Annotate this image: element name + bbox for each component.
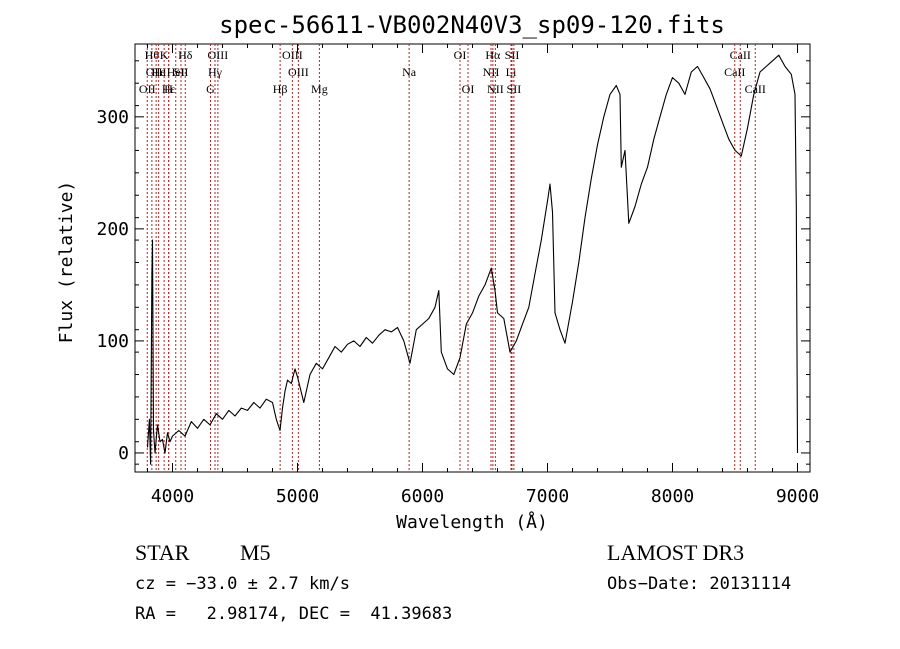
line-label-10: G	[206, 82, 215, 96]
object-class: STAR	[135, 540, 190, 565]
coordinates: RA = 2.98174, DEC = 41.39683	[135, 604, 452, 624]
line-label-27: CaII	[730, 48, 751, 62]
line-label-3: He	[152, 65, 166, 79]
line-label-2: OIII	[146, 65, 167, 79]
line-label-14: OIII	[282, 48, 303, 62]
x-tick-label-3: 7000	[526, 486, 569, 507]
line-label-0: OII	[139, 82, 156, 96]
line-label-26: CaII	[724, 65, 745, 79]
plot-frame	[134, 43, 811, 473]
chart-title: spec-56611-VB002N40V3_sp09-120.fits	[219, 11, 725, 39]
flux-series	[146, 54, 799, 465]
line-label-11: Hγ	[208, 65, 223, 79]
line-label-23: Li	[506, 65, 517, 79]
survey-name: LAMOST DR3	[607, 540, 744, 565]
y-axis-label: Flux (relative)	[56, 181, 77, 344]
line-label-1: Hθ	[145, 48, 160, 62]
x-axis: 4000 5000 6000 7000 8000 9000	[147, 44, 819, 507]
line-label-19: OI	[462, 82, 475, 96]
redshift-cz: cz = −33.0 ± 2.7 km/s	[135, 574, 350, 594]
line-label-12: OIII	[208, 48, 229, 62]
line-label-20: NII	[483, 65, 500, 79]
observation-date: Obs−Date: 20131114	[607, 574, 791, 594]
line-label-22: NII	[487, 82, 504, 96]
line-label-16: Mg	[311, 82, 328, 96]
line-label-13: Hβ	[273, 82, 288, 96]
line-label-18: OI	[454, 48, 467, 62]
y-axis: 0 100 200 300	[96, 60, 810, 465]
line-label-21: Hα	[485, 48, 501, 62]
y-tick-label-2: 200	[96, 219, 129, 240]
line-label-6: H	[164, 82, 173, 96]
x-axis-label: Wavelength (Å)	[396, 511, 548, 533]
line-label-7: HeI	[167, 65, 185, 79]
line-label-17: Na	[402, 65, 417, 79]
line-label-15: OIII	[288, 65, 309, 79]
x-tick-label-0: 4000	[151, 486, 194, 507]
series-line-0	[146, 54, 799, 465]
line-label-8: SII	[174, 65, 189, 79]
x-tick-label-4: 8000	[651, 486, 694, 507]
line-label-25: SII	[507, 82, 522, 96]
line-label-4: K	[160, 48, 169, 62]
y-tick-label-0: 0	[118, 443, 129, 464]
line-label-24: SII	[505, 48, 520, 62]
plot-area: OIIHθOIIIHeKHεHHeISIIHδGHγOIIIHβOIIIOIII…	[96, 43, 819, 507]
emission-line-markers: OIIHθOIIIHeKHεHHeISIIHδGHγOIIIHβOIIIOIII…	[139, 44, 766, 472]
y-tick-label-3: 300	[96, 107, 129, 128]
x-tick-label-1: 5000	[276, 486, 319, 507]
line-label-9: Hδ	[178, 48, 193, 62]
y-tick-label-1: 100	[96, 331, 129, 352]
x-tick-label-2: 6000	[401, 486, 444, 507]
object-subclass: M5	[240, 540, 271, 565]
info-block: STAR M5 LAMOST DR3 cz = −33.0 ± 2.7 km/s…	[135, 540, 791, 624]
x-tick-label-5: 9000	[776, 486, 819, 507]
